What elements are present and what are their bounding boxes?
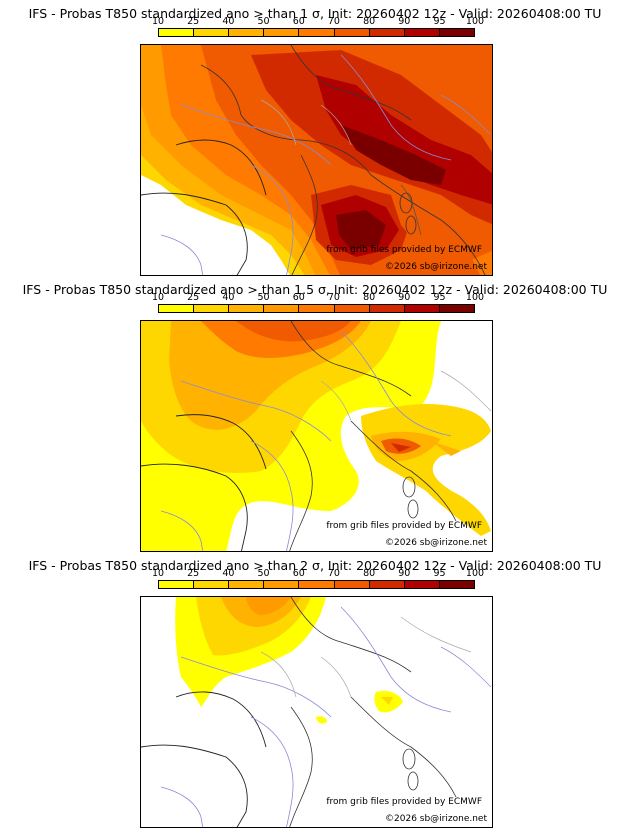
colorbar-segment (369, 305, 405, 312)
copyright-credit: ©2026 sb@irizone.net (385, 262, 487, 272)
copyright-credit: ©2026 sb@irizone.net (385, 814, 487, 824)
colorbar-segment (264, 29, 300, 36)
tick-label: 70 (327, 292, 340, 303)
colorbar-segment (264, 305, 300, 312)
colorbar-segment (439, 29, 474, 36)
colorbar-ticks: 10 25 40 50 60 70 80 90 95 100 (152, 16, 484, 28)
map-panel-3: IFS - Probas T850 standardized ano > tha… (0, 552, 630, 828)
colorbar-segment (194, 29, 230, 36)
tick-label: 40 (222, 292, 235, 303)
colorbar-segment (334, 581, 370, 588)
colorbar-segment (404, 305, 440, 312)
tick-label: 50 (257, 568, 270, 579)
colorbar-segment (369, 581, 405, 588)
colorbar-segment (229, 305, 265, 312)
tick-label: 25 (187, 16, 200, 27)
copyright-credit: ©2026 sb@irizone.net (385, 538, 487, 548)
colorbar-segment (334, 305, 370, 312)
colorbar-segment (369, 29, 405, 36)
source-credit: from grib files provided by ECMWF (326, 245, 482, 255)
tick-label: 25 (187, 568, 200, 579)
tick-label: 50 (257, 292, 270, 303)
tick-label: 10 (151, 568, 165, 579)
colorbar-segment (334, 29, 370, 36)
tick-label: 70 (327, 568, 340, 579)
tick-label: 95 (433, 16, 446, 27)
colorbar-segment (439, 305, 474, 312)
tick-label: 80 (363, 568, 376, 579)
tick-label: 60 (292, 16, 305, 27)
colorbar-segment (159, 581, 195, 588)
tick-label: 95 (433, 292, 446, 303)
source-credit: from grib files provided by ECMWF (326, 521, 482, 531)
tick-label: 70 (327, 16, 340, 27)
tick-label: 90 (398, 16, 411, 27)
map-panel-1: IFS - Probas T850 standardized ano > tha… (0, 0, 630, 276)
colorbar-segment (404, 29, 440, 36)
panel-title: IFS - Probas T850 standardized ano > tha… (28, 6, 602, 21)
panel-title: IFS - Probas T850 standardized ano > tha… (22, 282, 608, 297)
colorbar (158, 28, 475, 37)
colorbar-ticks: 10 25 40 50 60 70 80 90 95 100 (152, 568, 484, 580)
tick-label: 25 (187, 292, 200, 303)
colorbar-ticks: 10 25 40 50 60 70 80 90 95 100 (152, 292, 484, 304)
colorbar-segment (194, 305, 230, 312)
tick-label: 100 (465, 292, 485, 303)
colorbar (158, 580, 475, 589)
tick-label: 40 (222, 16, 235, 27)
probability-map: from grib files provided by ECMWF ©2026 … (140, 44, 493, 276)
colorbar-segment (159, 29, 195, 36)
colorbar-segment (404, 581, 440, 588)
map-panel-2: IFS - Probas T850 standardized ano > tha… (0, 276, 630, 552)
tick-label: 100 (465, 16, 485, 27)
probability-map: from grib files provided by ECMWF ©2026 … (140, 320, 493, 552)
colorbar-segment (264, 581, 300, 588)
colorbar (158, 304, 475, 313)
panel-title: IFS - Probas T850 standardized ano > tha… (28, 558, 602, 573)
tick-label: 10 (151, 292, 165, 303)
tick-label: 90 (398, 292, 411, 303)
tick-label: 10 (151, 16, 165, 27)
colorbar-segment (159, 305, 195, 312)
tick-label: 40 (222, 568, 235, 579)
colorbar-segment (299, 581, 335, 588)
probability-map: from grib files provided by ECMWF ©2026 … (140, 596, 493, 828)
colorbar-segment (229, 29, 265, 36)
tick-label: 50 (257, 16, 270, 27)
colorbar-segment (194, 581, 230, 588)
colorbar-segment (299, 29, 335, 36)
source-credit: from grib files provided by ECMWF (326, 797, 482, 807)
tick-label: 95 (433, 568, 446, 579)
colorbar-segment (299, 305, 335, 312)
tick-label: 100 (465, 568, 485, 579)
tick-label: 80 (363, 292, 376, 303)
tick-label: 90 (398, 568, 411, 579)
tick-label: 60 (292, 568, 305, 579)
tick-label: 60 (292, 292, 305, 303)
colorbar-segment (439, 581, 474, 588)
colorbar-segment (229, 581, 265, 588)
tick-label: 80 (363, 16, 376, 27)
